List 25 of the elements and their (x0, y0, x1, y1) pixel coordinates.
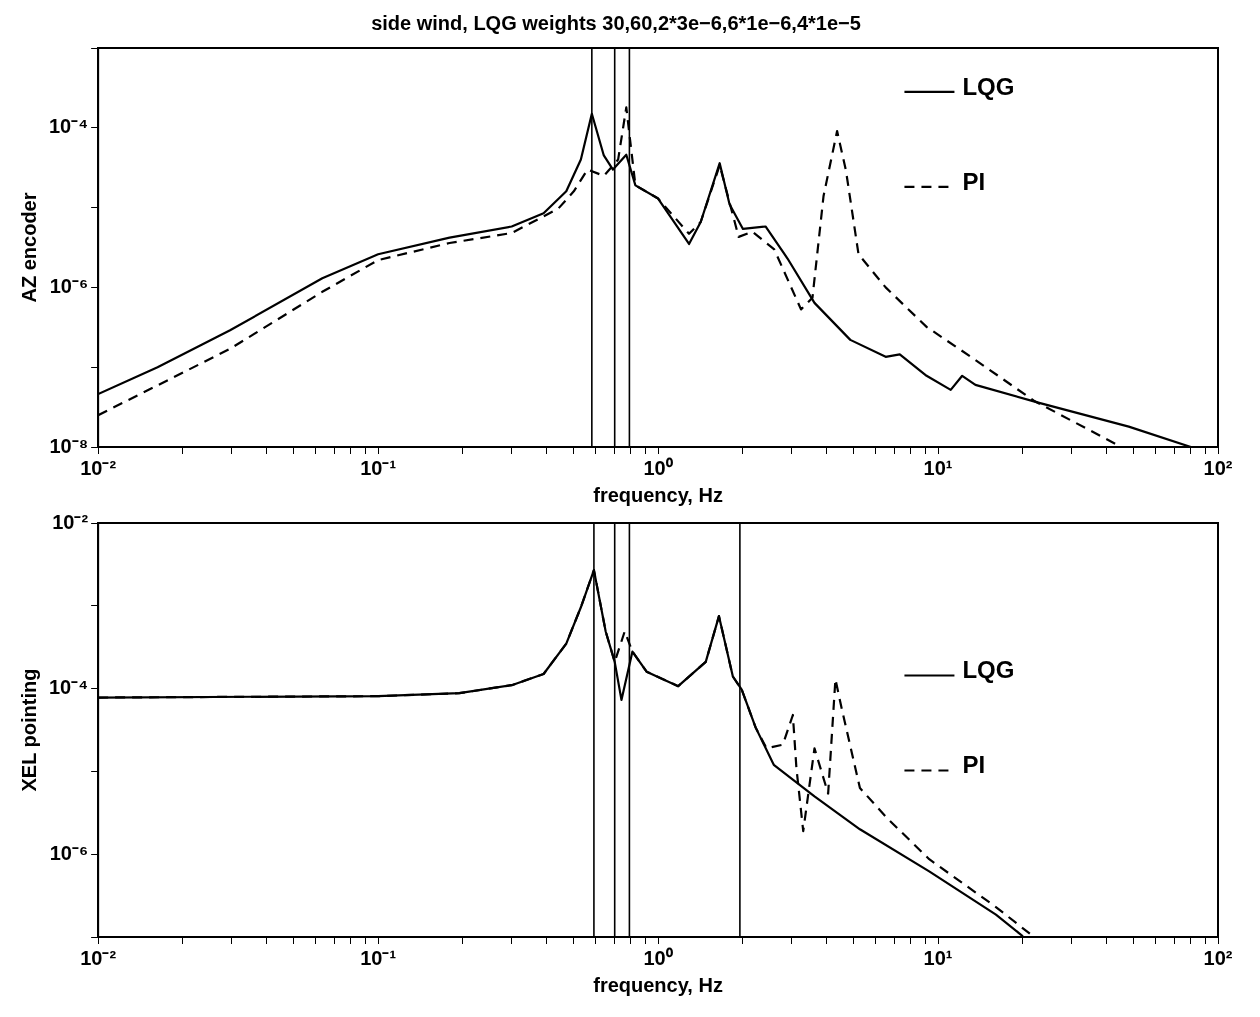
x-tick-label: 10⁰ (643, 946, 673, 969)
x-tick-label: 10² (1203, 456, 1233, 479)
x-tick-label: 10⁻¹ (360, 456, 397, 479)
x-tick-label: 10² (1203, 946, 1233, 969)
x-tick-label: 10¹ (923, 946, 953, 969)
y-axis-title: AZ encoder (17, 192, 40, 303)
y-tick-label: 10⁻⁴ (49, 676, 89, 699)
y-tick-label: 10⁻⁶ (49, 841, 89, 864)
y-tick-label: 10⁻⁶ (49, 274, 89, 297)
x-tick-label: 10⁻² (80, 456, 117, 479)
legend-label: LQG (962, 72, 1015, 100)
y-tick-label: 10⁻⁸ (49, 434, 89, 457)
x-tick-label: 10⁻¹ (360, 946, 397, 969)
y-axis-title: XEL pointing (17, 668, 40, 792)
legend-label: LQG (962, 656, 1015, 684)
x-tick-label: 10⁰ (643, 456, 673, 479)
y-tick-label: 10⁻² (52, 510, 89, 533)
legend-label: PI (962, 167, 986, 195)
x-tick-label: 10¹ (923, 456, 953, 479)
chart-title: side wind, LQG weights 30,60,2*3e−6,6*1e−6,4*1e−5 (371, 11, 861, 34)
legend-label: PI (962, 751, 986, 779)
y-tick-label: 10⁻⁴ (49, 115, 89, 138)
x-axis-title: frequency, Hz (593, 483, 723, 506)
x-axis-title: frequency, Hz (593, 973, 723, 996)
x-tick-label: 10⁻² (80, 946, 117, 969)
